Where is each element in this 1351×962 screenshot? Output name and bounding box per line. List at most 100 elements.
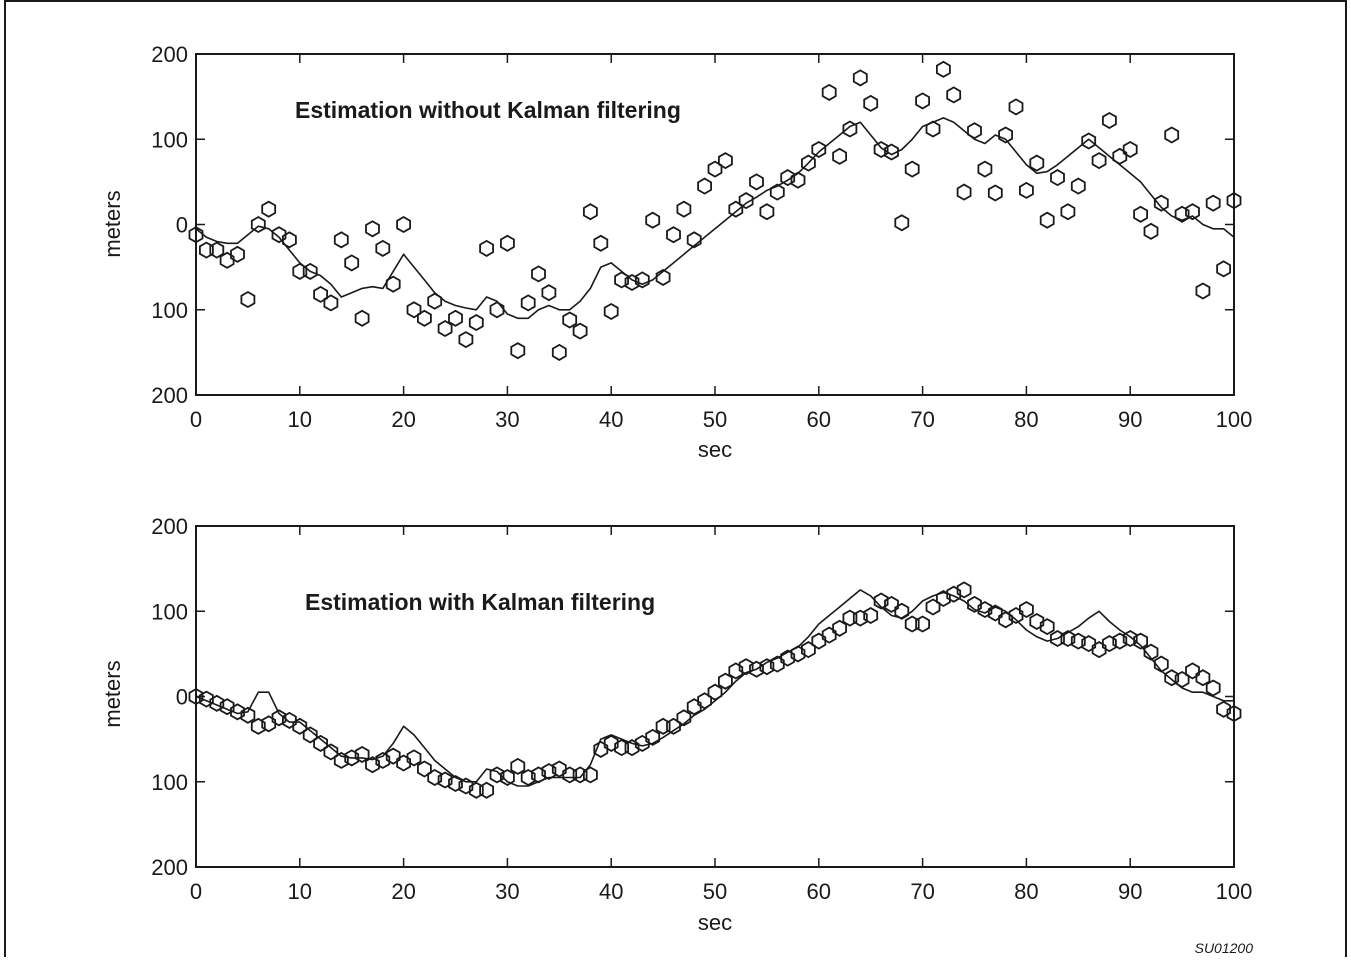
estimate-point (219, 251, 235, 269)
estimate-point (686, 698, 702, 716)
estimate-point (209, 694, 225, 712)
estimate-point (676, 200, 692, 218)
estimate-point (1112, 147, 1128, 165)
estimate-point (520, 768, 536, 787)
estimate-point (977, 160, 993, 178)
estimate-point (1216, 700, 1231, 718)
estimate-point (499, 768, 515, 787)
estimate-point (1019, 600, 1034, 619)
estimate-point (292, 717, 308, 735)
estimate-point (1133, 632, 1148, 650)
estimate-point (489, 301, 505, 319)
x-tick-label: 20 (391, 879, 415, 904)
estimate-point (603, 302, 619, 321)
estimate-point (624, 739, 640, 757)
estimate-point (1112, 632, 1128, 650)
y-tick-label: 100 (151, 298, 188, 323)
estimate-point (624, 273, 640, 292)
x-tick-label: 60 (807, 879, 831, 904)
estimate-point (593, 740, 609, 758)
y-tick-label: 200 (151, 383, 188, 408)
estimate-point (987, 604, 1003, 622)
y-tick-label: 200 (151, 42, 188, 67)
estimate-point (292, 262, 308, 280)
estimate-point (281, 711, 297, 729)
estimate-point (1226, 704, 1242, 723)
estimate-point (1185, 662, 1200, 680)
estimate-point (1143, 222, 1159, 240)
estimate-point (365, 756, 380, 774)
estimate-point (437, 771, 453, 789)
estimate-point (250, 717, 266, 735)
estimate-point (738, 658, 754, 676)
estimate-point (967, 122, 982, 140)
estimate-point (593, 234, 609, 252)
x-tick-label: 30 (495, 879, 519, 904)
estimate-point (904, 160, 920, 178)
estimate-point (1153, 655, 1169, 673)
x-tick-label: 60 (807, 407, 831, 432)
estimate-point (614, 739, 629, 757)
estimate-point (188, 226, 204, 244)
estimate-point (998, 126, 1013, 144)
x-tick-label: 100 (1216, 407, 1253, 432)
estimate-point (873, 592, 889, 610)
estimate-point (655, 268, 671, 286)
estimate-point (873, 140, 889, 159)
estimate-point (1029, 612, 1045, 631)
estimate-point (1081, 635, 1097, 653)
x-axis-label: sec (698, 437, 732, 462)
estimate-point (531, 265, 546, 283)
estimate-point (230, 703, 245, 721)
y-tick-label: 100 (151, 127, 188, 152)
estimate-point (894, 602, 910, 620)
estimate-point (780, 649, 796, 667)
estimate-point (562, 766, 578, 784)
estimate-point (832, 619, 847, 637)
estimate-point (801, 154, 816, 172)
estimate-point (894, 214, 910, 232)
estimate-point (1195, 282, 1211, 300)
estimate-point (541, 284, 557, 302)
estimate-point (427, 768, 443, 787)
estimate-point (852, 609, 868, 627)
estimate-point (1102, 111, 1117, 130)
estimate-point (479, 781, 495, 799)
estimate-point (884, 595, 899, 613)
estimate-point (261, 200, 277, 218)
y-tick-label: 200 (151, 514, 188, 539)
estimate-point (323, 743, 339, 761)
estimate-point (437, 319, 453, 338)
y-tick-label: 0 (176, 685, 188, 710)
estimate-point (759, 203, 775, 221)
estimate-point (1060, 203, 1076, 221)
estimate-point (385, 747, 401, 765)
estimate-point (354, 309, 370, 327)
estimate-point (281, 231, 297, 249)
estimate-point (230, 245, 245, 263)
estimate-point (1091, 641, 1107, 659)
estimate-point (759, 658, 775, 676)
estimate-point (790, 645, 806, 663)
estimate-point (416, 760, 432, 778)
estimate-point (333, 231, 349, 249)
estimate-point (1205, 679, 1221, 697)
estimate-point (666, 226, 681, 244)
estimate-point (448, 309, 463, 327)
estimate-point (250, 215, 266, 234)
y-tick-label: 200 (151, 855, 188, 880)
estimate-point (977, 600, 993, 619)
estimate-point (697, 177, 712, 195)
estimate-point (1133, 205, 1148, 223)
x-tick-label: 100 (1216, 879, 1253, 904)
estimate-point (219, 698, 235, 716)
estimate-point (842, 120, 858, 138)
estimate-point (261, 715, 277, 733)
estimate-point (416, 309, 432, 327)
y-tick-label: 0 (176, 213, 188, 238)
estimate-point (936, 60, 951, 78)
estimate-point (448, 774, 463, 793)
estimate-point (375, 751, 391, 769)
estimate-point (1050, 169, 1065, 187)
estimate-point (1122, 140, 1138, 159)
